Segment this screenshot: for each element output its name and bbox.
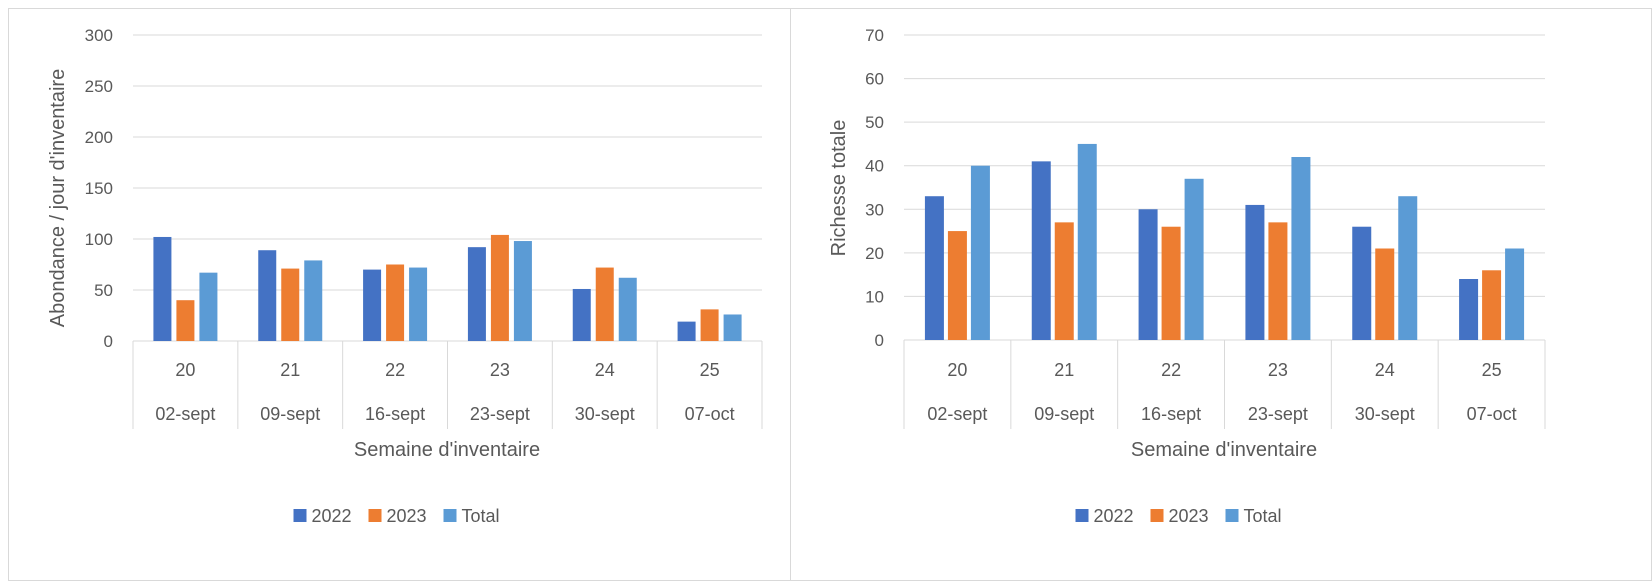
chart2-x-category-label: 24 [1375, 360, 1395, 380]
chart1-bar-total-25 [723, 314, 742, 341]
chart2-bar-total-22 [1184, 178, 1204, 340]
chart2-y-tick-label: 0 [875, 331, 884, 350]
chart1-x-category-label: 22 [385, 360, 405, 380]
chart1-x-axis-title: Semaine d'inventaire [354, 439, 540, 461]
chart1-legend-label-2023: 2023 [387, 506, 427, 526]
chart2-x-date-label: 07-oct [1467, 404, 1517, 424]
chart2-x-category-label: 22 [1161, 360, 1181, 380]
chart1-bar-total-24 [618, 277, 637, 341]
chart2-bar-2022-23 [1245, 204, 1265, 340]
chart1-x-category-label: 21 [280, 360, 300, 380]
chart2-legend-label-total: Total [1244, 506, 1282, 526]
chart1-bar-2023-25 [700, 309, 719, 341]
chart2-y-tick-label: 30 [865, 200, 884, 219]
chart2-y-tick-label: 20 [865, 244, 884, 263]
chart2-y-tick-label: 60 [865, 70, 884, 89]
chart2-legend-swatch-2022 [1075, 509, 1089, 522]
chart1-bar-2022-25 [677, 321, 696, 341]
chart1-x-date-label: 07-oct [685, 404, 735, 424]
chart2-bar-total-20 [970, 165, 990, 340]
chart1-bar-2022-24 [572, 288, 591, 341]
chart1-legend-label-total: Total [462, 506, 500, 526]
chart2-y-axis-title: Richesse totale [828, 120, 850, 257]
chart2-x-date-label: 02-sept [927, 404, 987, 424]
chart2-y-tick-label: 50 [865, 113, 884, 132]
chart2-bar-total-24 [1398, 196, 1418, 340]
chart1-x-date-label: 30-sept [575, 404, 635, 424]
chart2-bar-2023-24 [1375, 248, 1395, 340]
chart2-bar-total-25 [1505, 248, 1525, 340]
chart1-legend-swatch-total [443, 509, 457, 522]
chart1-x-date-label: 23-sept [470, 404, 530, 424]
chart1-y-tick-label: 200 [85, 128, 113, 147]
chart2-x-date-label: 30-sept [1355, 404, 1415, 424]
chart1-x-date-label: 09-sept [260, 404, 320, 424]
chart2-x-category-label: 23 [1268, 360, 1288, 380]
chart2-legend-label-2023: 2023 [1169, 506, 1209, 526]
chart1-bar-total-21 [304, 260, 323, 341]
chart2-x-category-label: 20 [947, 360, 967, 380]
chart2-bar-2022-20 [924, 196, 944, 340]
chart1-x-category-label: 24 [595, 360, 615, 380]
chart1-x-date-label: 16-sept [365, 404, 425, 424]
chart2-bar-2022-21 [1031, 161, 1051, 340]
chart1-bar-2023-21 [281, 268, 300, 341]
chart1-bar-2023-22 [386, 264, 405, 341]
chart1-x-date-label: 02-sept [155, 404, 215, 424]
chart2-bar-2023-21 [1054, 222, 1074, 340]
chart2-bar-2023-22 [1161, 226, 1181, 340]
chart2-legend-swatch-2023 [1150, 509, 1164, 522]
chart2-x-date-label: 16-sept [1141, 404, 1201, 424]
chart1-bar-2022-21 [258, 250, 277, 341]
chart2-x-category-label: 21 [1054, 360, 1074, 380]
chart1-y-tick-label: 0 [104, 332, 113, 351]
chart1-y-tick-label: 100 [85, 230, 113, 249]
chart1-y-tick-label: 300 [85, 26, 113, 45]
chart2-y-tick-label: 10 [865, 287, 884, 306]
chart2-y-tick-label: 40 [865, 157, 884, 176]
chart2-x-category-label: 25 [1482, 360, 1502, 380]
chart1-x-category-label: 23 [490, 360, 510, 380]
chart1-bar-2022-20 [153, 236, 172, 341]
chart2-legend-label-2022: 2022 [1094, 506, 1134, 526]
chart1-y-tick-label: 250 [85, 77, 113, 96]
chart1-legend-swatch-2022 [293, 509, 307, 522]
chart2-x-date-label: 23-sept [1248, 404, 1308, 424]
chart2-y-tick-label: 70 [865, 26, 884, 45]
chart2-bar-2022-22 [1138, 209, 1158, 340]
chart2-x-date-label: 09-sept [1034, 404, 1094, 424]
chart1-x-category-label: 20 [175, 360, 195, 380]
chart1-legend-label-2022: 2022 [312, 506, 352, 526]
chart2-bar-2023-20 [947, 231, 967, 340]
chart2-bar-2022-25 [1459, 279, 1479, 340]
chart2-bar-2022-24 [1352, 226, 1372, 340]
chart1-bar-2022-23 [467, 247, 486, 341]
chart1-bar-2023-24 [595, 267, 614, 341]
chart1-bar-2023-23 [490, 234, 509, 341]
chart1-y-axis-title: Abondance / jour d'inventaire [47, 69, 69, 327]
chart1-bar-total-23 [513, 241, 532, 341]
chart1-x-category-label: 25 [700, 360, 720, 380]
chart2-bar-total-23 [1291, 157, 1311, 340]
chart1-bar-2023-20 [176, 300, 195, 341]
chart1-bar-2022-22 [363, 269, 382, 341]
chart1-legend-swatch-2023 [368, 509, 382, 522]
chart1-y-tick-label: 150 [85, 179, 113, 198]
chart2-bar-total-21 [1077, 143, 1097, 340]
chart1-bar-total-22 [409, 267, 428, 341]
chart1-y-tick-label: 50 [94, 281, 113, 300]
chart2-legend-swatch-total [1225, 509, 1239, 522]
chart1-bar-total-20 [199, 272, 218, 341]
chart2-bar-2023-25 [1482, 270, 1502, 340]
chart2-bar-2023-23 [1268, 222, 1288, 340]
chart2-x-axis-title: Semaine d'inventaire [1131, 439, 1317, 461]
